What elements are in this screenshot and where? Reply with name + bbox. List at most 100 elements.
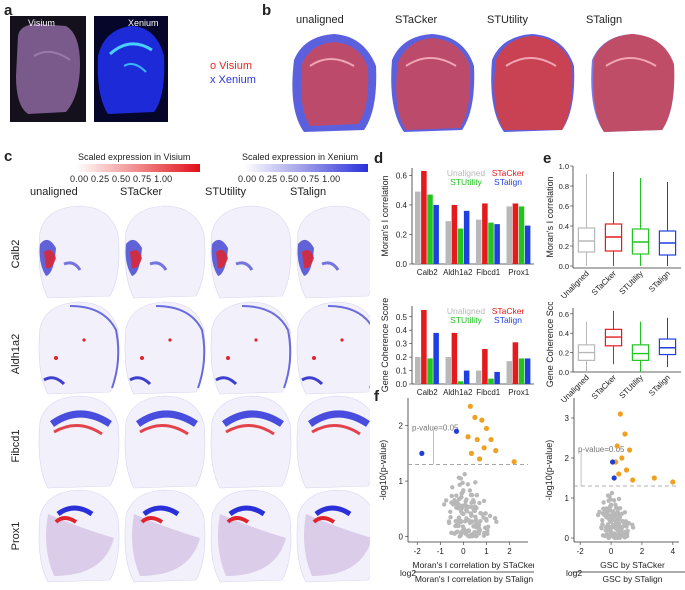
c-calb2-visium	[130, 250, 142, 269]
c-aldh-dot	[82, 338, 86, 342]
x-tick-label: Aldh1a2	[443, 268, 473, 277]
bar-Prox1-STalign	[524, 225, 531, 264]
point-nonsig	[464, 497, 469, 502]
bar-Fibcd1-STUtility	[488, 222, 494, 264]
point-nonsig	[449, 493, 454, 499]
legend-xenium: x Xenium	[210, 74, 256, 86]
y-tick-label: 0.2	[396, 353, 408, 362]
point-nonsig	[460, 529, 465, 534]
y-tick-label: 0.8	[559, 182, 569, 191]
x-label-denominator: Moran's I correlation by STalign	[415, 574, 534, 584]
x-tick-label: Aldh1a2	[443, 388, 473, 397]
c-aldh-bottom	[43, 376, 66, 386]
x-tick-label: Prox1	[508, 388, 529, 397]
point-nonsig	[487, 513, 493, 519]
legend-STalign: STalign	[494, 177, 522, 187]
x-tick-label: Calb2	[417, 268, 438, 277]
x-tick-label: Unaligned	[559, 269, 591, 298]
point-up	[465, 434, 471, 440]
point-up	[474, 436, 480, 443]
y-tick-label: 0.1	[396, 367, 408, 376]
c-calb2-visium	[44, 250, 56, 269]
point-nonsig	[494, 519, 499, 525]
visium-tissue-shape	[16, 24, 80, 114]
xenium-tissue-shape	[97, 26, 165, 114]
bar-Calb2-STaCker	[421, 170, 427, 264]
y-tick-label: 1	[399, 477, 404, 486]
point-nonsig	[600, 533, 606, 538]
point-nonsig	[604, 511, 610, 517]
c-section-2-1	[124, 395, 206, 489]
b-brain-unaligned	[292, 34, 377, 132]
x-tick-label: 1	[484, 547, 489, 556]
point-nonsig	[455, 500, 460, 506]
point-nonsig	[472, 529, 477, 535]
legend-Unaligned: Unaligned	[447, 168, 486, 178]
c-fibcd1-xenium	[135, 410, 198, 427]
c-expression-grid	[38, 205, 370, 583]
c-section-2-2	[210, 395, 292, 489]
b-title-stalign: STalign	[586, 14, 623, 26]
point-nonsig	[451, 502, 456, 507]
point-nonsig	[610, 509, 616, 514]
c-fibcd1-visium	[225, 424, 275, 436]
c-col-unaligned: unaligned	[30, 186, 78, 198]
x-tick-label: 0	[609, 547, 614, 556]
point-nonsig	[601, 500, 606, 505]
b-title-unaligned: unaligned	[296, 14, 344, 26]
y-tick-label: 0	[565, 534, 570, 543]
point-nonsig	[615, 509, 620, 515]
c-calb2-visium	[302, 250, 314, 269]
point-nonsig	[454, 493, 459, 498]
c-calb2-band	[63, 261, 82, 271]
bar-Aldh1a2-STaCker	[451, 332, 458, 384]
point-nonsig	[610, 523, 616, 529]
point-nonsig	[617, 526, 623, 531]
chart-f-gsc-volcano: 0 1 2 3 -2 0 2 4 -log10(p-value) p-value=0.05 log2…	[544, 398, 685, 584]
y-axis-label: -log10(p-value)	[378, 440, 388, 501]
c-section-outline	[124, 301, 206, 395]
b-title-stacker: STaCker	[395, 14, 438, 26]
point-up	[476, 456, 483, 462]
point-nonsig	[613, 519, 619, 524]
legend-STaCker: STaCker	[492, 168, 525, 178]
c-section-1-2	[210, 301, 292, 395]
y-tick-label: 0.6	[559, 310, 569, 319]
point-up	[670, 479, 676, 485]
c-scale-visium-ticks: 0.00 0.25 0.50 0.75 1.00	[70, 174, 173, 184]
point-nonsig	[446, 520, 452, 526]
c-fibcd1-xenium	[307, 410, 370, 427]
point-nonsig	[483, 511, 488, 516]
c-section-3-2	[210, 489, 292, 583]
c-prox1-visium	[226, 516, 250, 524]
c-aldh-bottom	[129, 376, 152, 386]
x-tick-label: 2	[507, 547, 512, 556]
point-nonsig	[469, 492, 475, 498]
point-nonsig	[624, 523, 629, 528]
b-brain-stutility	[491, 34, 575, 132]
y-tick-label: 0.4	[559, 222, 569, 231]
c-aldh-edge	[327, 305, 370, 388]
panel-label-e: e	[543, 150, 552, 167]
c-section-outline	[38, 205, 120, 299]
c-prox1-xenium	[56, 505, 94, 517]
legend-visium: o Visium	[210, 60, 252, 72]
point-nonsig	[474, 521, 479, 526]
x-tick-label: Calb2	[417, 388, 438, 397]
point-nonsig	[492, 515, 498, 521]
bar-Fibcd1-Unaligned	[476, 370, 482, 384]
y-tick-label: 2	[565, 454, 570, 463]
point-nonsig	[464, 517, 469, 523]
bar-Fibcd1-Unaligned	[476, 219, 482, 264]
c-prox1-diffuse	[218, 514, 286, 576]
point-nonsig	[623, 529, 628, 534]
point-nonsig	[467, 488, 473, 493]
point-nonsig	[474, 493, 480, 498]
c-prox1-xenium	[142, 505, 180, 517]
point-nonsig	[453, 519, 458, 524]
point-nonsig	[613, 502, 618, 507]
point-nonsig	[459, 506, 464, 511]
bar-Prox1-STalign	[524, 358, 531, 384]
point-up	[472, 414, 478, 420]
c-section-outline	[124, 395, 206, 489]
